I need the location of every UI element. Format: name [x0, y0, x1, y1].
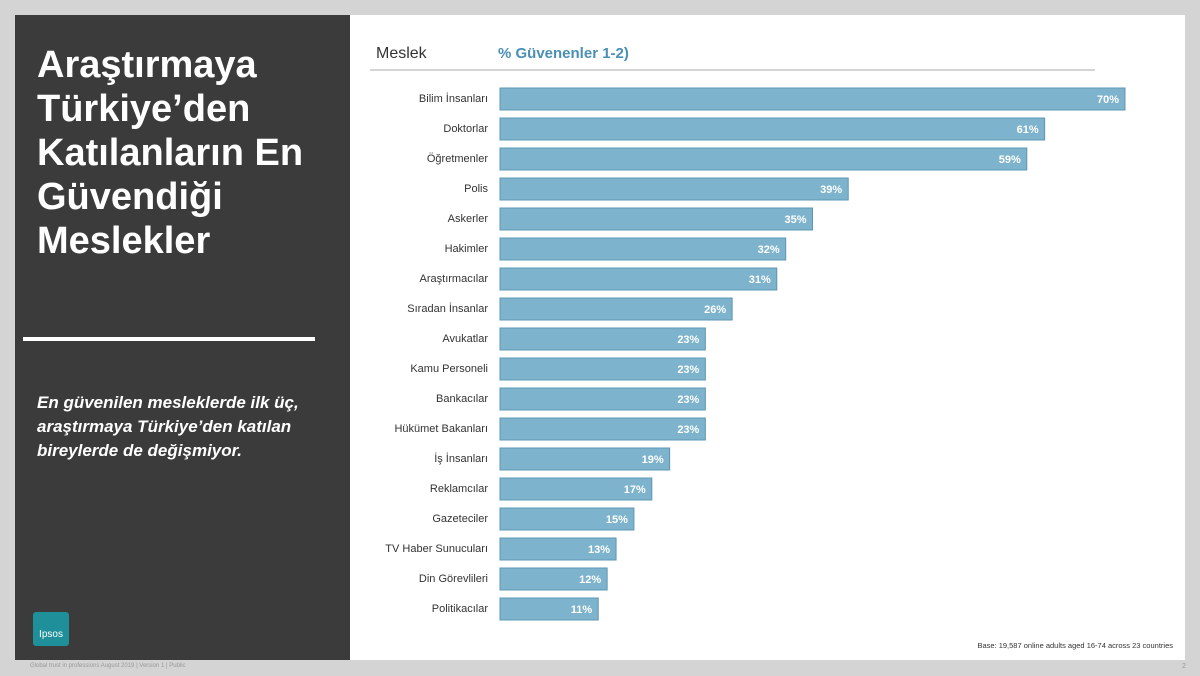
category-label: Politikacılar [432, 603, 489, 615]
footer: Global trust in professions August 2019 … [30, 663, 186, 669]
page-number: 2 [1182, 663, 1186, 670]
value-label: 12% [579, 574, 601, 586]
category-label: Gazeteciler [432, 513, 488, 525]
category-label: Reklamcılar [430, 483, 488, 495]
value-label: 39% [820, 184, 842, 196]
value-header: % Güvenenler 1-2) [498, 45, 629, 62]
value-label: 59% [999, 154, 1021, 166]
bar [499, 387, 706, 411]
category-label: Avukatlar [442, 333, 488, 345]
bar [499, 147, 1028, 171]
category-label: Bilim İnsanları [419, 92, 488, 105]
category-label: Kamu Personeli [410, 363, 488, 375]
value-label: 19% [642, 454, 664, 466]
value-label: 23% [677, 394, 699, 406]
bar [499, 207, 813, 231]
bar [499, 327, 706, 351]
bar [499, 507, 635, 531]
value-label: 11% [571, 604, 593, 616]
category-label: İş İnsanları [434, 452, 488, 465]
value-label: 23% [677, 364, 699, 376]
category-label: Bankacılar [436, 393, 488, 405]
note: Base: 19,587 online adults aged 16-74 ac… [977, 641, 1173, 650]
category-label: Doktorlar [443, 123, 488, 135]
value-label: 17% [624, 484, 646, 496]
category-label: Araştırmacılar [420, 273, 489, 285]
category-label: TV Haber Sunucuları [385, 543, 488, 555]
bar [499, 477, 653, 501]
bar [499, 297, 733, 321]
slide-title: Araştırmaya Türkiye’den Katılanların En … [37, 44, 304, 262]
bar [499, 357, 706, 381]
logo: Ipsos [33, 612, 69, 646]
value-label: 31% [749, 274, 771, 286]
category-label: Din Görevlileri [419, 573, 488, 585]
bar [499, 447, 671, 471]
category-label: Öğretmenler [427, 153, 488, 165]
value-label: 35% [784, 214, 806, 226]
category-label: Hükümet Bakanları [394, 423, 488, 435]
category-label: Sıradan İnsanlar [407, 302, 488, 315]
value-label: 23% [677, 334, 699, 346]
bar [499, 417, 706, 441]
value-label: 26% [704, 304, 726, 316]
category-label: Hakimler [445, 243, 489, 255]
bar [499, 237, 787, 261]
bar [499, 537, 617, 561]
category-label: Askerler [448, 213, 489, 225]
value-label: 32% [758, 244, 780, 256]
bar [499, 567, 608, 591]
category-header: Meslek [376, 45, 428, 62]
bar [499, 87, 1126, 111]
value-label: 70% [1097, 94, 1119, 106]
divider [23, 337, 315, 341]
slide-subtitle: En güvenilen mesleklerde ilk üç, araştır… [37, 393, 299, 460]
bar [499, 177, 849, 201]
value-label: 15% [606, 514, 628, 526]
category-label: Polis [464, 183, 488, 195]
bar [499, 117, 1046, 141]
left-panel: Araştırmaya Türkiye’den Katılanların En … [15, 15, 350, 660]
value-label: 23% [677, 424, 699, 436]
value-label: 61% [1017, 124, 1039, 136]
value-label: 13% [588, 544, 610, 556]
bar [499, 267, 778, 291]
bar [499, 597, 599, 621]
